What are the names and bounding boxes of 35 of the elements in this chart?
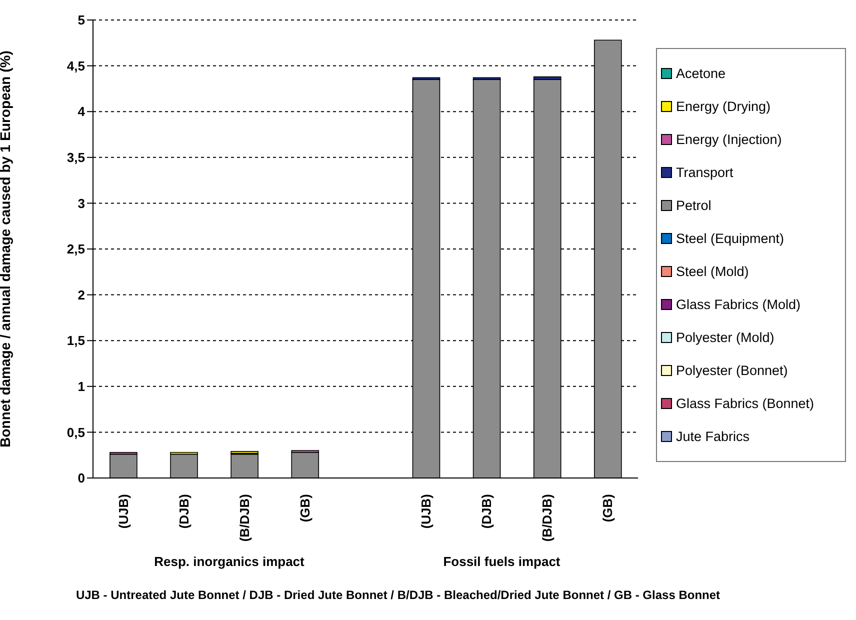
text: Fossil fuels impact	[442, 554, 562, 569]
legend-label: Polyester (Mold)	[676, 330, 774, 345]
y-tick-label: 1,5	[66, 333, 85, 348]
x-tick-label: (UJB)	[418, 494, 434, 529]
x-tick-label: (GB)	[600, 494, 616, 522]
legend-label: Polyester (Bonnet)	[676, 363, 788, 378]
y-tick-label: 2	[78, 287, 85, 302]
y-tick-label: 1	[78, 379, 85, 394]
y-tick-label: 5	[78, 12, 85, 28]
x-tick-label: (B/DJB)	[540, 494, 555, 542]
x-tick-label: (DJB)	[176, 494, 192, 529]
legend-label: Energy (Injection)	[676, 132, 782, 147]
legend-label: Steel (Mold)	[676, 264, 749, 279]
legend-label: Glass Fabrics (Bonnet)	[676, 396, 814, 411]
x-tick-label: (UJB)	[116, 494, 131, 529]
y-axis-title: Bonnet damage / annual damage caused by 1 European (%)	[0, 50, 14, 450]
x-tick-label: (GB)	[297, 494, 312, 522]
y-tick-label: 3,5	[66, 150, 85, 166]
y-tick-label: 3	[78, 196, 85, 211]
text: UJB - Untreated Jute Bonnet / DJB - Dried Jute Bonnet / B/DJB - Bleached/Dried Jute Bonnet / GB - Glass Bonnet	[74, 588, 722, 602]
legend-label: Energy (Drying)	[676, 99, 771, 114]
y-tick-label: 2,5	[66, 242, 85, 257]
text: Resp. inorganics impact	[153, 554, 306, 569]
x-tick-label: (DJB)	[479, 494, 494, 529]
legend-label: Jute Fabrics	[676, 429, 750, 444]
legend-label: Steel (Equipment)	[676, 231, 784, 246]
x-tick-label: (B/DJB)	[236, 494, 252, 542]
y-tick-label: 4,5	[66, 58, 85, 74]
legend-label: Petrol	[676, 198, 712, 213]
y-tick-label: 4	[78, 104, 86, 120]
legend-label: Transport	[676, 165, 734, 180]
legend-label: Glass Fabrics (Mold)	[676, 297, 801, 312]
y-tick-label: 0	[78, 470, 85, 486]
y-tick-label: 0,5	[66, 424, 85, 440]
legend-label: Acetone	[676, 66, 726, 81]
